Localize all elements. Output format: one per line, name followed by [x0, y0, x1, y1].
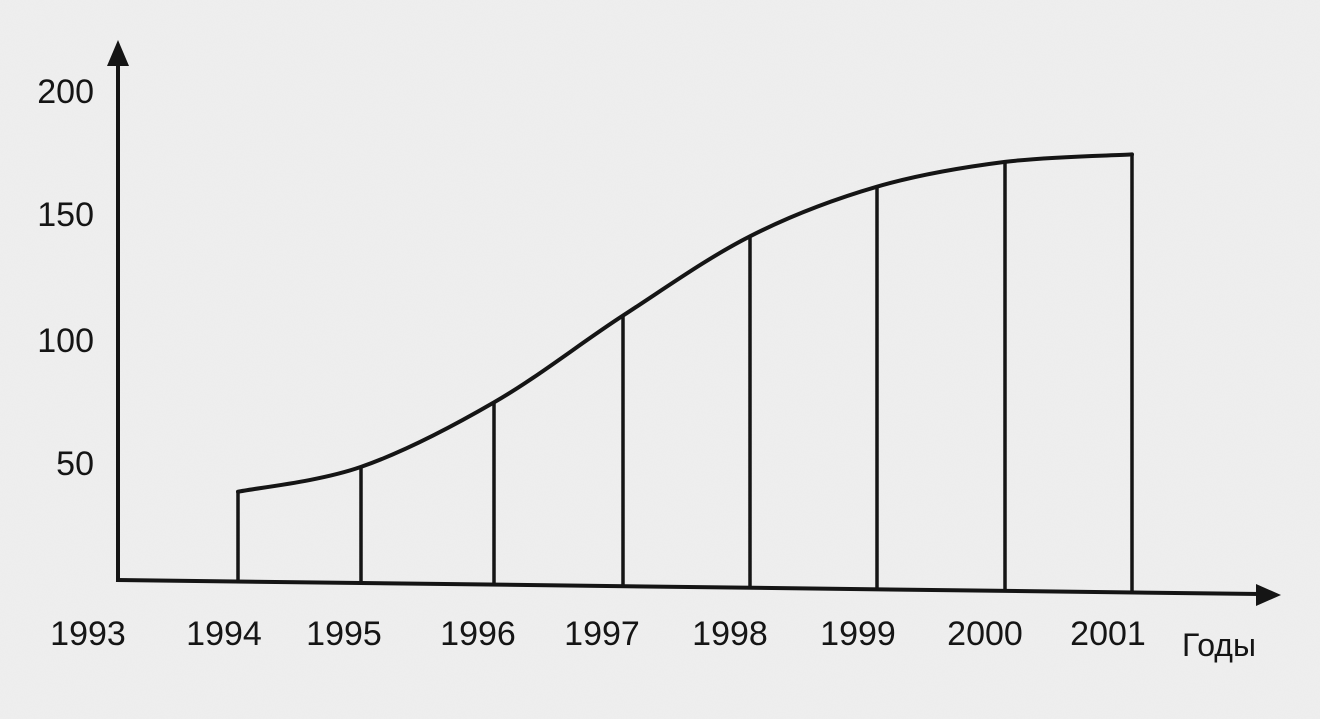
axes	[107, 40, 1281, 606]
x-tick-label: 1993	[50, 615, 126, 653]
x-tick-label: 1997	[564, 615, 640, 653]
x-tick-label: 2001	[1070, 615, 1146, 653]
vertical-lines	[236, 154, 1134, 592]
x-axis	[115, 578, 1261, 596]
x-tick-label: 1998	[692, 615, 768, 653]
y-tick-label: 200	[37, 73, 94, 111]
x-tick-label: 2000	[947, 615, 1023, 653]
x-tick-label: 1995	[306, 615, 382, 653]
y-tick-labels: 50 100 150 200	[37, 73, 94, 483]
x-axis-title: Годы	[1182, 627, 1256, 663]
y-tick-label: 150	[37, 196, 94, 234]
x-axis-arrow	[1256, 584, 1281, 606]
y-tick-label: 50	[56, 445, 94, 483]
x-tick-label: 1994	[186, 615, 262, 653]
series-curve	[236, 152, 1134, 494]
x-tick-labels: 1993 1994 1995 1996 1997 1998 1999 2000 2001	[50, 615, 1146, 653]
x-tick-label: 1999	[820, 615, 896, 653]
x-tick-label: 1996	[440, 615, 516, 653]
y-axis-arrow	[107, 40, 129, 66]
y-tick-label: 100	[37, 322, 94, 360]
